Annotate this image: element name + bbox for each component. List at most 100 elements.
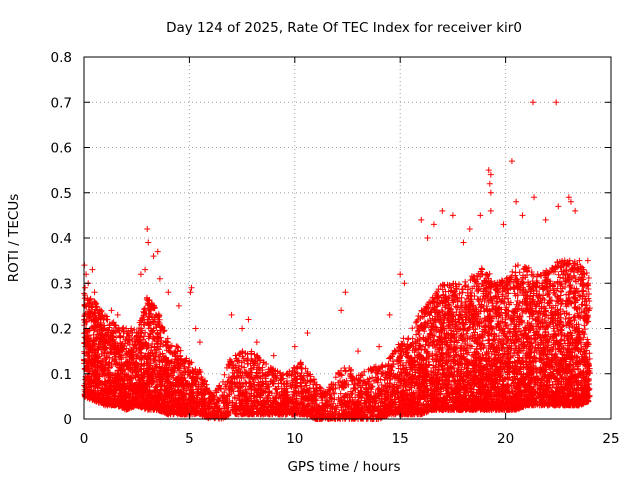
data-point: [123, 333, 130, 340]
data-point: [96, 380, 103, 387]
data-point: [85, 352, 92, 359]
data-point: [104, 370, 111, 377]
data-point: [117, 387, 124, 394]
data-point: [127, 400, 134, 407]
data-point: [113, 343, 120, 350]
data-point: [92, 394, 99, 401]
data-point: [116, 327, 123, 334]
data-point: [416, 330, 423, 337]
data-point: [87, 368, 94, 375]
data-point: [95, 340, 102, 347]
data-point: [83, 334, 90, 341]
data-point: [136, 355, 143, 362]
data-point: [104, 400, 111, 407]
data-point: [98, 360, 105, 367]
data-point: [123, 406, 130, 413]
data-points: [81, 99, 593, 422]
data-point: [133, 353, 140, 360]
data-point: [118, 391, 125, 398]
chart-title: Day 124 of 2025, Rate Of TEC Index for r…: [166, 20, 522, 36]
data-point: [82, 391, 89, 398]
data-point: [125, 340, 132, 347]
data-point: [128, 325, 135, 332]
data-point: [104, 316, 111, 323]
data-point: [84, 336, 91, 343]
data-point: [108, 395, 115, 402]
data-point: [130, 397, 137, 404]
data-point: [117, 366, 124, 373]
data-point: [142, 329, 149, 336]
data-point: [126, 351, 133, 358]
data-point: [112, 356, 119, 363]
data-point: [86, 346, 93, 353]
data-point: [108, 348, 115, 355]
data-point: [83, 359, 90, 366]
data-point: [118, 340, 125, 347]
data-point: [93, 390, 100, 397]
data-point: [96, 395, 103, 402]
data-point: [94, 363, 101, 370]
data-point: [103, 327, 110, 334]
data-point: [137, 377, 144, 384]
data-point: [113, 334, 120, 341]
data-point: [92, 377, 99, 384]
data-point: [92, 299, 99, 306]
data-point: [112, 322, 119, 329]
data-point: [81, 350, 88, 357]
data-point: [83, 340, 90, 347]
data-point: [118, 354, 125, 361]
data-point: [139, 327, 146, 334]
data-point: [86, 376, 93, 383]
data-point: [93, 369, 100, 376]
data-point: [106, 359, 113, 366]
data-point: [81, 313, 88, 320]
data-point: [105, 360, 112, 367]
data-point: [85, 309, 92, 316]
data-point: [413, 318, 420, 325]
data-point: [114, 342, 121, 349]
data-point: [99, 311, 106, 318]
data-point: [108, 329, 115, 336]
data-point: [409, 325, 416, 332]
data-point: [81, 366, 88, 373]
data-point: [114, 377, 121, 384]
data-point: [92, 306, 99, 313]
data-point: [125, 373, 132, 380]
data-point: [92, 312, 99, 319]
data-point: [136, 325, 143, 332]
data-point: [130, 349, 137, 356]
data-point: [99, 357, 106, 364]
data-point: [113, 383, 120, 390]
data-point: [104, 390, 111, 397]
data-point: [123, 362, 130, 369]
data-point: [105, 339, 112, 346]
grid-lines: [84, 57, 611, 419]
data-point: [87, 296, 94, 303]
data-point: [125, 399, 132, 406]
data-point: [103, 354, 110, 361]
data-point: [96, 371, 103, 378]
data-point: [93, 349, 100, 356]
data-point: [109, 337, 116, 344]
data-point: [116, 373, 123, 380]
data-point: [86, 393, 93, 400]
data-point: [112, 328, 119, 335]
data-point: [108, 362, 115, 369]
data-point: [126, 376, 133, 383]
data-point: [136, 392, 143, 399]
data-point: [117, 333, 124, 340]
data-point: [119, 346, 126, 353]
data-point: [103, 345, 110, 352]
data-point: [126, 365, 133, 372]
data-point: [118, 362, 125, 369]
data-point: [95, 314, 102, 321]
data-point: [85, 302, 92, 309]
data-point: [120, 324, 127, 331]
data-point: [107, 384, 114, 391]
data-point: [107, 349, 114, 356]
data-point: [140, 321, 147, 328]
data-point: [123, 406, 130, 413]
data-point: [109, 319, 116, 326]
data-point: [114, 367, 121, 374]
